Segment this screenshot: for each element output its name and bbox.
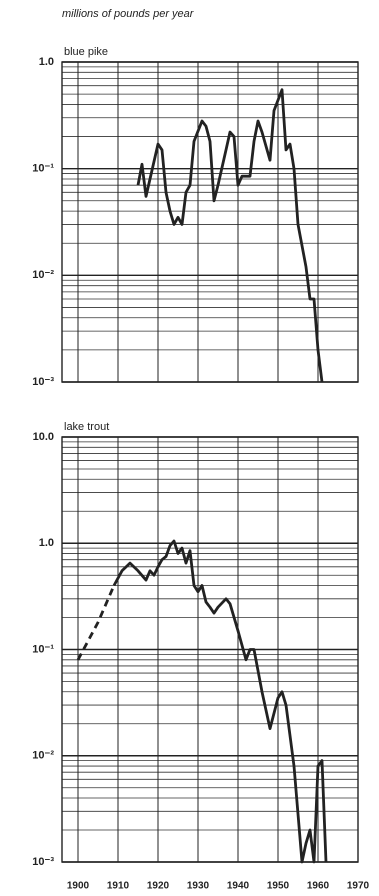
y-tick-label: 10⁻³: [32, 376, 54, 388]
y-tick-label: 1.0: [39, 537, 54, 549]
x-tick-label: 1960: [307, 881, 330, 892]
x-tick-label: 1900: [67, 881, 90, 892]
y-tick-label: 10⁻²: [32, 750, 54, 762]
x-tick-label: 1910: [107, 881, 130, 892]
plot-frame: [61, 61, 359, 383]
data-line: [76, 584, 116, 661]
plot-frame: [61, 436, 359, 863]
y-tick-label: 10⁻³: [32, 856, 54, 868]
x-tick-label: 1920: [147, 881, 170, 892]
x-tick-label: 1970: [347, 881, 370, 892]
x-tick-label: 1950: [267, 881, 290, 892]
x-tick-label: 1940: [227, 881, 250, 892]
y-tick-label: 10⁻¹: [32, 163, 54, 175]
chart-title: blue pike: [64, 46, 108, 58]
chart-title: lake trout: [64, 421, 109, 433]
y-tick-label: 1.0: [39, 56, 54, 68]
data-line: [136, 88, 324, 383]
data-line: [112, 539, 328, 864]
y-tick-label: 10⁻¹: [32, 643, 54, 655]
y-tick-label: 10⁻²: [32, 269, 54, 281]
x-tick-label: 1930: [187, 881, 210, 892]
unit-label: millions of pounds per year: [62, 8, 195, 20]
y-tick-label: 10.0: [33, 431, 54, 443]
